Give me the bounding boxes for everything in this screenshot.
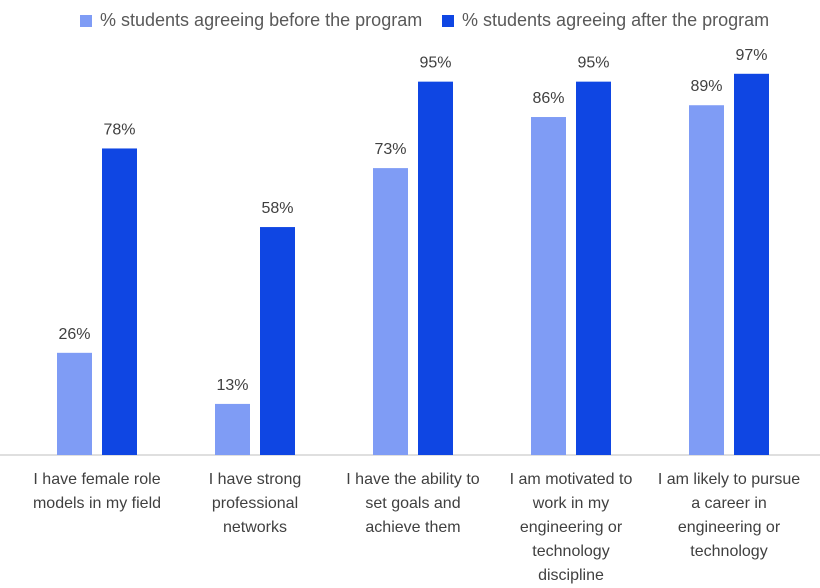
data-label-before-1: 13% bbox=[216, 377, 248, 394]
bar-after-3 bbox=[576, 81, 611, 456]
data-label-after-2: 95% bbox=[419, 55, 451, 72]
bar-before-2 bbox=[373, 168, 408, 456]
category-label-line: professional bbox=[211, 495, 299, 512]
category-label-line: I have strong bbox=[208, 471, 302, 488]
category-label-line: a career in bbox=[691, 495, 767, 512]
legend-item-after: % students agreeing after the program bbox=[442, 10, 769, 31]
data-label-before-2: 73% bbox=[374, 141, 406, 158]
category-label-line: engineering or bbox=[677, 519, 781, 536]
category-label-line: achieve them bbox=[365, 519, 461, 536]
category-label-line: work in my bbox=[532, 495, 610, 512]
category-label-line: I have female role bbox=[33, 471, 161, 488]
bar-before-1 bbox=[215, 403, 250, 455]
category-label-0: I have female role models in my field bbox=[17, 468, 177, 516]
category-label-line: set goals and bbox=[365, 495, 461, 512]
data-label-after-0: 78% bbox=[103, 121, 135, 138]
legend-label-before: % students agreeing before the program bbox=[100, 10, 423, 30]
bar-before-0 bbox=[57, 352, 92, 455]
legend-swatch-after bbox=[442, 14, 454, 27]
category-label-2: I have the ability to set goals and achiev… bbox=[333, 468, 493, 540]
legend-label-after: % students agreeing after the program bbox=[462, 10, 770, 30]
data-label-after-1: 58% bbox=[261, 200, 293, 217]
category-label-line: discipline bbox=[538, 567, 604, 584]
category-label-line: I have the ability to bbox=[346, 471, 480, 488]
category-label-line: technology bbox=[532, 543, 610, 560]
data-label-after-3: 95% bbox=[577, 55, 609, 72]
legend-swatch-before bbox=[80, 14, 92, 27]
category-label-line: networks bbox=[222, 519, 288, 536]
category-label-line: I am likely to pursue bbox=[657, 471, 801, 488]
bar-before-4 bbox=[689, 105, 724, 455]
bar-after-2 bbox=[418, 81, 453, 456]
category-label-3: I am motivated to work in my engineering o… bbox=[491, 468, 651, 588]
legend-item-before: % students agreeing before the program bbox=[80, 10, 422, 31]
category-label-4: I am likely to pursue a career in engineer… bbox=[649, 468, 809, 564]
bar-after-1 bbox=[260, 227, 295, 455]
bar-after-4 bbox=[734, 73, 769, 455]
category-label-1: I have strong professional networks bbox=[175, 468, 335, 540]
data-label-before-3: 86% bbox=[532, 90, 564, 107]
category-label-line: engineering or bbox=[519, 519, 623, 536]
data-label-before-4: 89% bbox=[690, 78, 722, 95]
category-label-line: models in my field bbox=[32, 495, 162, 512]
category-label-line: I am motivated to bbox=[509, 471, 633, 488]
bar-after-0 bbox=[102, 148, 137, 455]
data-label-after-4: 97% bbox=[735, 47, 767, 64]
data-label-before-0: 26% bbox=[58, 326, 90, 343]
bar-before-3 bbox=[531, 117, 566, 456]
legend: % students agreeing before the program %… bbox=[0, 10, 820, 36]
category-label-line: technology bbox=[690, 543, 768, 560]
